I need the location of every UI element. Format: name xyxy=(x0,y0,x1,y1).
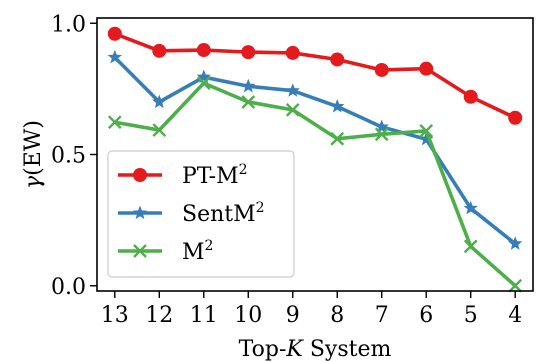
x-axis-label: Top-K System xyxy=(239,337,392,362)
series-line xyxy=(114,81,517,288)
data-point xyxy=(330,52,345,67)
series-line xyxy=(114,32,516,120)
data-point xyxy=(374,119,389,134)
data-point xyxy=(285,83,300,97)
legend-box xyxy=(107,150,295,278)
data-point xyxy=(107,26,122,41)
data-point xyxy=(107,49,122,64)
legend-marker xyxy=(133,168,147,182)
plot-marks xyxy=(107,26,523,293)
data-point xyxy=(463,89,478,104)
data-point xyxy=(508,110,523,125)
x-tick-label: 12 xyxy=(145,303,173,328)
y-axis-ticks: 0.0 0.5 1.0 xyxy=(51,12,97,300)
legend-marker xyxy=(132,205,148,220)
y-tick-label: 1.0 xyxy=(51,12,86,37)
legend-item: PT-M2 xyxy=(118,162,248,189)
x-tick-label: 9 xyxy=(286,303,300,328)
legend-label: SentM2 xyxy=(182,200,265,227)
x-axis-ticks: 13 12 11 10 9 8 7 6 5 4 xyxy=(101,291,522,328)
series-line xyxy=(113,56,517,246)
x-tick-label: 10 xyxy=(234,303,262,328)
x-tick-label: 13 xyxy=(101,303,129,328)
data-point xyxy=(374,127,389,142)
legend-marker xyxy=(133,244,147,258)
y-tick-label: 0.0 xyxy=(51,275,86,300)
data-point xyxy=(241,95,256,109)
data-point xyxy=(330,131,345,146)
data-point xyxy=(107,115,122,130)
data-point xyxy=(508,236,523,250)
x-tick-label: 4 xyxy=(508,303,522,328)
legend: PT-M2 SentM2 M2 xyxy=(107,150,295,278)
x-tick-label: 11 xyxy=(190,303,218,328)
y-axis-label: γ(EW) xyxy=(21,120,46,189)
legend-label: PT-M2 xyxy=(182,162,248,189)
data-point xyxy=(196,69,211,84)
x-tick-label: 7 xyxy=(375,303,389,328)
series-3 xyxy=(107,76,523,293)
data-point xyxy=(196,43,211,58)
y-tick-label: 0.5 xyxy=(51,144,86,169)
legend-item: M2 xyxy=(118,238,213,265)
data-point xyxy=(196,76,211,90)
data-point xyxy=(152,94,167,109)
data-point xyxy=(419,124,434,138)
legend-item: SentM2 xyxy=(118,200,265,227)
data-point xyxy=(419,131,434,146)
data-point xyxy=(285,103,300,117)
x-tick-label: 5 xyxy=(464,303,478,328)
data-point xyxy=(463,239,478,254)
data-point xyxy=(152,43,167,58)
data-point xyxy=(463,200,478,215)
x-tick-label: 6 xyxy=(419,303,433,328)
data-point xyxy=(374,62,389,77)
data-point xyxy=(152,123,167,137)
data-point xyxy=(330,98,345,113)
data-point xyxy=(508,278,523,293)
data-point xyxy=(419,61,434,76)
series-2 xyxy=(107,49,523,250)
data-point xyxy=(285,45,300,60)
legend-label: M2 xyxy=(182,238,213,265)
series-1 xyxy=(107,26,523,125)
data-point xyxy=(241,45,256,60)
x-tick-label: 8 xyxy=(330,303,344,328)
data-point xyxy=(241,78,256,93)
